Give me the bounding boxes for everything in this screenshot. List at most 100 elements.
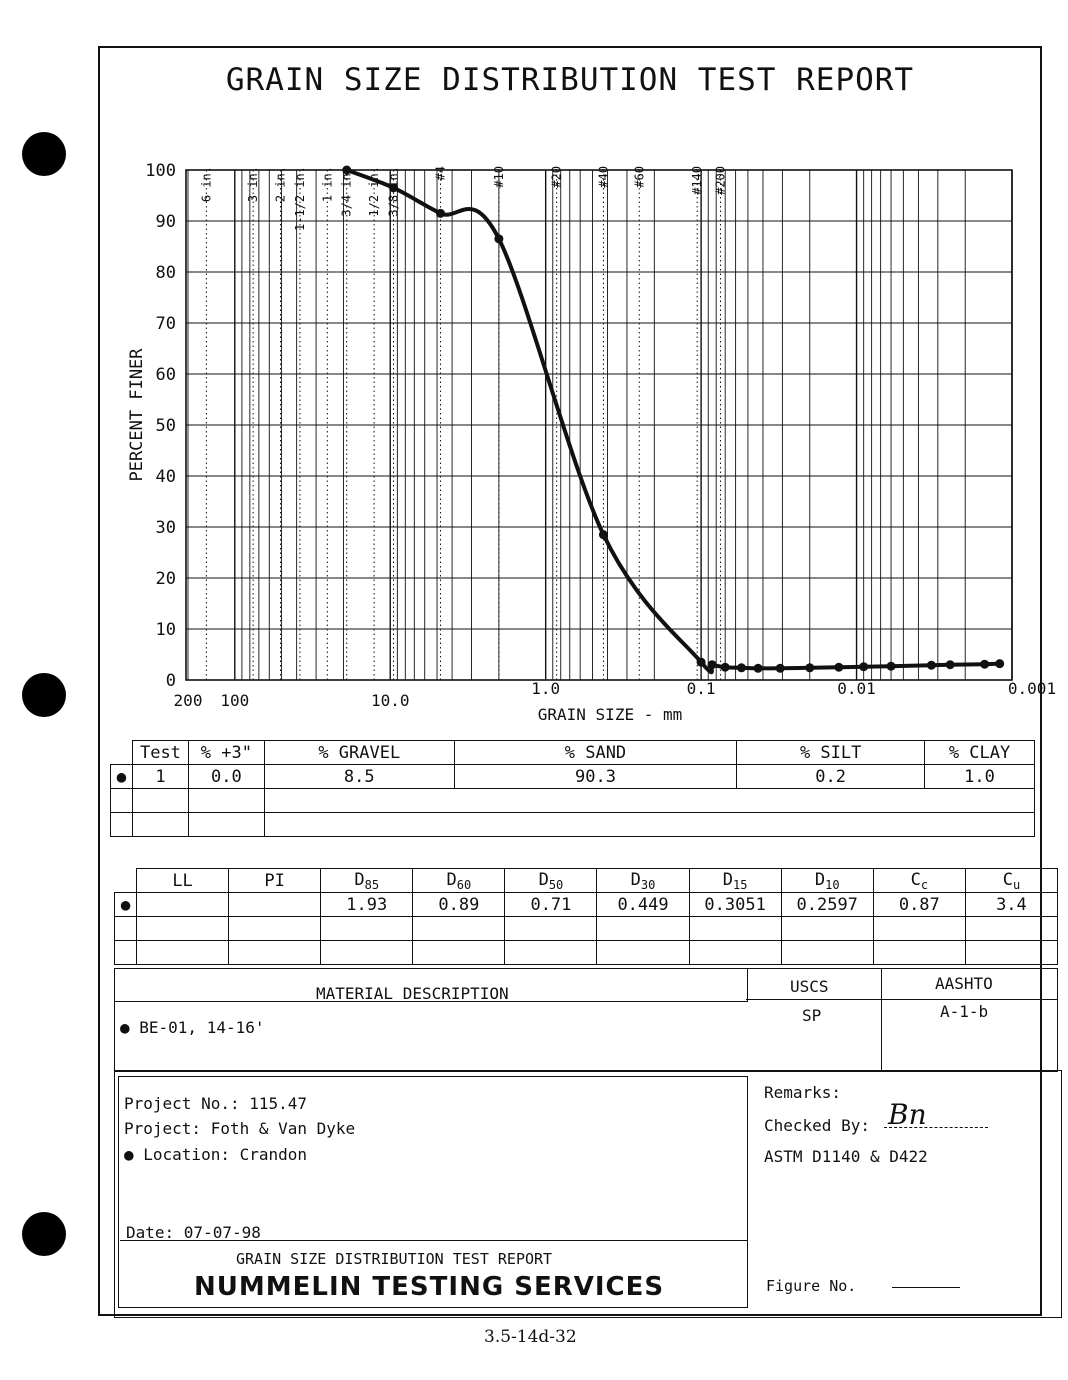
project-location: ● Location: Crandon [124,1145,308,1164]
y-tick-label: 0 [166,671,176,691]
data-point [753,663,763,673]
signature-line [884,1126,988,1128]
x-tick-label: 200 [174,691,203,710]
report-frame [98,46,1042,1316]
project-number: Project No.: 115.47 [124,1094,308,1113]
data-point [995,659,1005,669]
sieve-label: #60 [632,166,646,188]
cell-d60: 0.89 [412,892,506,917]
header-sand: % SAND [453,740,738,765]
cell-test: 1 [131,764,189,789]
cell-cu: 3.4 [964,892,1059,917]
data-point [389,183,399,193]
sieve-label: 1 in. [320,166,334,202]
cell-d10: 0.2597 [780,892,874,917]
sieve-label: 3/4 in. [340,166,354,217]
y-tick-label: 40 [156,467,176,487]
data-point [834,662,844,672]
y-tick-label: 80 [156,263,176,283]
sieve-label: 2 in. [274,166,288,202]
cell-d85: 1.93 [320,892,414,917]
data-point [805,663,815,673]
x-tick-label: 0.01 [837,679,876,698]
y-tick-label: 100 [145,161,176,181]
cell-cc: 0.87 [872,892,966,917]
x-axis-label: GRAIN SIZE - mm [538,705,683,724]
sieve-label: 6 in. [199,166,213,202]
row-marker: ● [110,764,133,789]
parameters-header-row: LL PI D85 D60 D50 D30 D15 D10 Cc Cu [115,868,1059,893]
cell-sand: 90.3 [453,764,738,789]
header-d50: D50 [504,868,598,893]
header-pi: PI [228,868,322,893]
plot-frame [185,169,1013,681]
y-tick-label: 60 [156,365,176,385]
material-description: ● BE-01, 14-16' [120,1018,265,1037]
parameters-table: LL PI D85 D60 D50 D30 D15 D10 Cc Cu ● 1.… [113,868,1059,965]
header-cc: Cc [872,868,966,893]
x-tick-label: 1.0 [531,679,560,698]
aashto-value: A-1-b [940,1002,989,1021]
cell-ll [136,892,230,917]
header-ll: LL [136,868,230,893]
footer-report-title: GRAIN SIZE DISTRIBUTION TEST REPORT [236,1250,553,1268]
sieve-label: #200 [714,166,728,195]
punch-hole-bottom [22,1212,66,1256]
remarks-label: Remarks: [764,1083,842,1102]
y-tick-label: 20 [156,569,176,589]
table-row: ● 1.93 0.89 0.71 0.449 0.3051 0.2597 0.8… [113,892,1059,917]
x-tick-label: 100 [220,691,249,710]
sieve-label: #40 [596,166,610,188]
data-point [980,659,990,669]
data-point [720,662,730,672]
sieve-label: 1/2 in. [367,166,381,217]
report-date: Date: 07-07-98 [126,1223,261,1242]
sieve-label: #4 [433,166,447,180]
uscs-header: USCS [790,977,829,996]
header-test: Test [131,740,189,765]
data-point [926,660,936,670]
gradation-table: Test % +3" % GRAVEL % SAND % SILT % CLAY… [110,740,1036,837]
material-box [114,968,1058,1072]
report-title: GRAIN SIZE DISTRIBUTION TEST REPORT [225,62,915,98]
company-name: NUMMELIN TESTING SERVICES [194,1272,665,1302]
row-marker: ● [113,892,138,917]
data-point [707,660,717,670]
data-point [696,657,706,667]
aashto-header: AASHTO [935,974,993,993]
x-tick-label: 0.1 [687,679,716,698]
gradation-header-row: Test % +3" % GRAVEL % SAND % SILT % CLAY [111,740,1035,765]
table-row-empty [113,940,1059,965]
table-row-empty [110,788,1036,813]
header-d30: D30 [596,868,690,893]
header-d60: D60 [412,868,506,893]
data-point [736,663,746,673]
page-number: 3.5-14d-32 [484,1327,577,1347]
table-row-empty [110,812,1036,837]
data-point [945,660,955,670]
data-point [598,530,608,540]
x-tick-label: 10.0 [371,691,410,710]
y-tick-label: 30 [156,518,176,538]
gradation-curve [346,168,1000,675]
sieve-label: #10 [492,166,506,188]
project-name: Project: Foth & Van Dyke [124,1119,356,1138]
table-row: ● 1 0.0 8.5 90.3 0.2 1.0 [110,764,1035,789]
y-tick-label: 50 [156,416,176,436]
sieve-label: 1-1/2 in. [293,166,307,231]
punch-hole-middle [22,673,66,717]
data-point [886,661,896,671]
checked-by-label: Checked By: [764,1116,870,1135]
uscs-column [746,968,882,1072]
data-point [342,165,352,175]
header-plus3: % +3" [187,740,265,765]
header-d15: D15 [688,868,782,893]
header-cu: Cu [964,868,1059,893]
table-row-empty [113,916,1059,941]
checked-by-signature: Bn [888,1098,927,1131]
sieve-label: 3 in. [246,166,260,202]
y-tick-label: 90 [156,212,176,232]
uscs-header-divider [746,968,1058,1000]
header-d10: D10 [780,868,874,893]
